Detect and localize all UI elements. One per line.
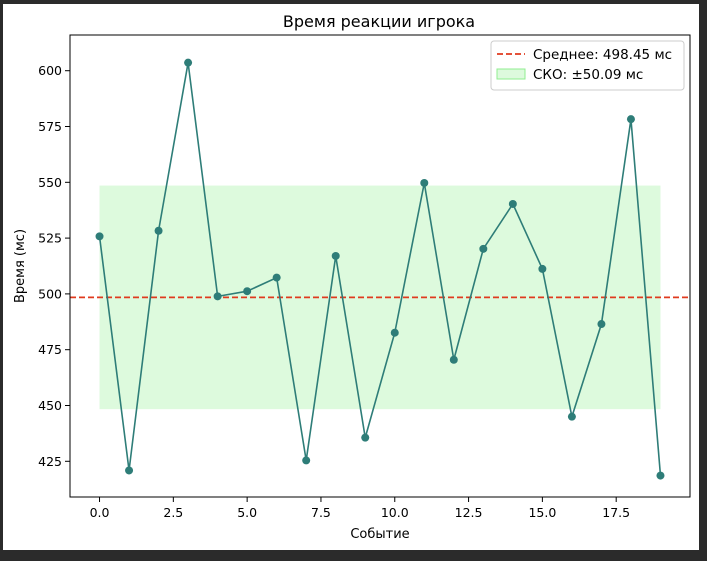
legend-std-label: СКО: ±50.09 мс <box>533 67 643 83</box>
plot-area-frame <box>69 34 691 498</box>
data-point <box>479 244 488 253</box>
y-tick-label: 450 <box>38 398 62 413</box>
data-point <box>420 178 429 187</box>
legend-std-swatch <box>496 68 526 80</box>
data-point <box>567 412 576 421</box>
data-point <box>361 433 370 442</box>
data-point <box>302 456 311 465</box>
y-axis-label: Время (мс) <box>13 229 28 303</box>
y-tick-label: 600 <box>38 63 62 78</box>
y-tick-label: 500 <box>38 286 62 301</box>
legend: Среднее: 498.45 мс СКО: ±50.09 мс <box>490 40 685 91</box>
data-point <box>656 471 665 480</box>
legend-mean-label: Среднее: 498.45 мс <box>533 47 672 63</box>
x-tick-label: 0.0 <box>90 505 110 520</box>
data-point <box>272 273 281 282</box>
data-point <box>449 355 458 364</box>
legend-box <box>490 40 685 91</box>
x-tick-label: 5.0 <box>237 505 257 520</box>
x-tick-label: 15.0 <box>528 505 556 520</box>
y-tick-label: 550 <box>38 175 62 190</box>
x-tick-label: 2.5 <box>163 505 183 520</box>
data-point <box>125 466 134 475</box>
data-point <box>508 199 517 208</box>
data-point <box>597 320 606 329</box>
data-point <box>184 58 193 67</box>
y-tick-label: 475 <box>38 342 62 357</box>
x-tick-label: 17.5 <box>602 505 630 520</box>
y-tick-label: 425 <box>38 454 62 469</box>
chart-title: Время реакции игрока <box>283 12 475 31</box>
x-tick-label: 7.5 <box>311 505 331 520</box>
series-line <box>98 62 662 476</box>
data-point <box>243 287 252 296</box>
data-point <box>154 226 163 235</box>
x-axis-label: Событие <box>350 527 409 542</box>
y-tick-label: 525 <box>38 231 62 246</box>
y-tick-label: 575 <box>38 119 62 134</box>
line-chart: Время реакции игрока 0.0 2.5 5.0 7.5 10.0 12.… <box>13 12 691 542</box>
chart-figure: Время реакции игрока 0.0 2.5 5.0 7.5 10.0 12.… <box>3 4 699 550</box>
data-point <box>626 115 635 124</box>
data-point <box>213 292 222 301</box>
x-tick-label: 10.0 <box>381 505 409 520</box>
data-point <box>538 264 547 273</box>
data-point <box>95 232 104 241</box>
x-tick-label: 12.5 <box>455 505 483 520</box>
data-point <box>390 328 399 337</box>
data-point <box>331 251 340 260</box>
